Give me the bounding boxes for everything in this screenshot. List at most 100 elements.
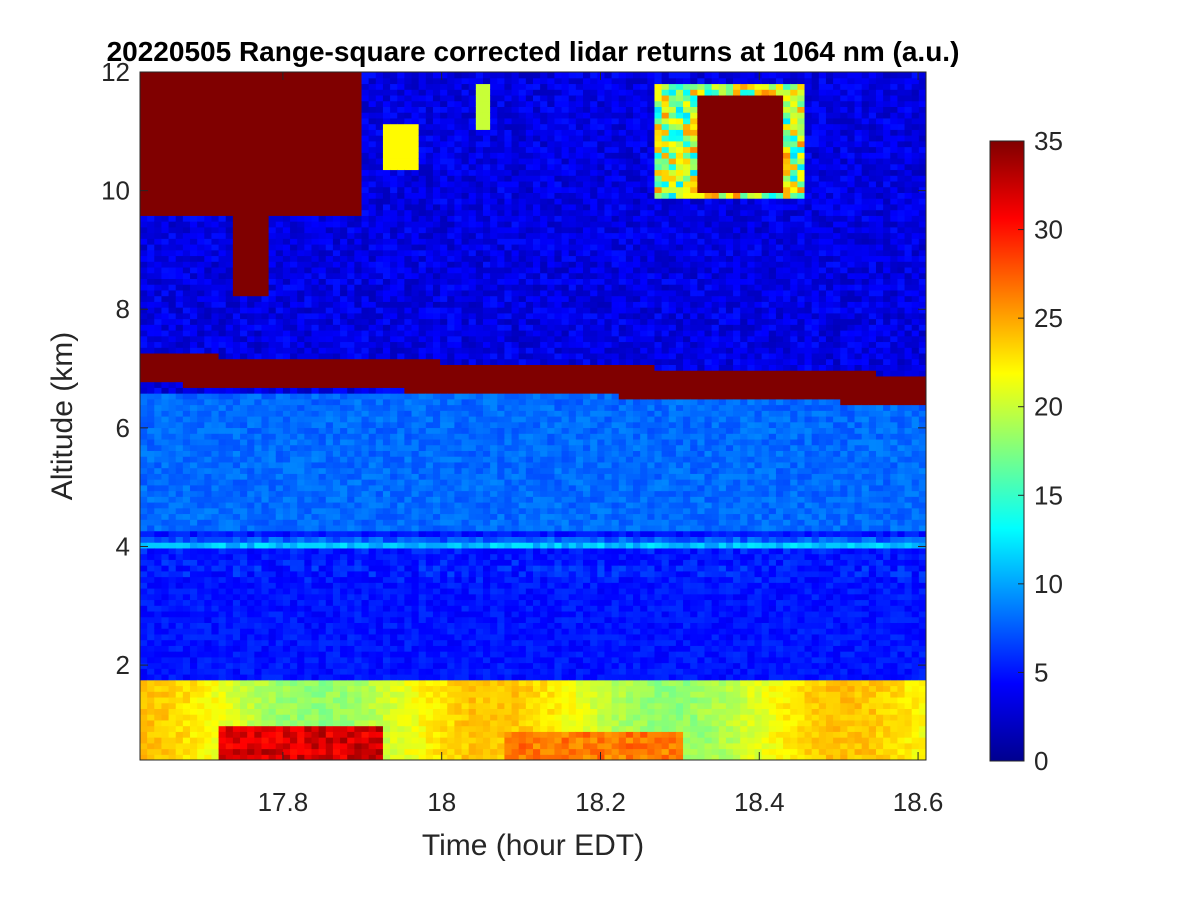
heatmap-cell — [197, 295, 205, 302]
heatmap-cell — [175, 135, 184, 142]
heatmap-cell — [218, 335, 227, 343]
heatmap-cell — [318, 702, 327, 709]
heatmap-cell — [397, 513, 405, 520]
heatmap-cell — [368, 232, 377, 239]
heatmap-cell — [175, 301, 184, 308]
heatmap-cell — [340, 77, 348, 85]
heatmap-cell — [275, 83, 284, 90]
heatmap-cell — [190, 261, 198, 268]
heatmap-cell — [311, 565, 320, 572]
heatmap-cell — [425, 278, 434, 285]
heatmap-cell — [290, 622, 298, 629]
heatmap-cell — [368, 106, 377, 113]
heatmap-cell — [332, 129, 341, 136]
heatmap-cell — [211, 582, 220, 589]
heatmap-cell — [147, 398, 155, 406]
heatmap-cell — [225, 524, 234, 532]
heatmap-cell — [261, 725, 270, 732]
heatmap-cell — [332, 668, 341, 675]
heatmap-cell — [404, 404, 413, 411]
heatmap-cell — [254, 398, 263, 406]
heatmap-cell — [225, 272, 234, 279]
heatmap-cell — [411, 404, 420, 411]
heatmap-cell — [232, 261, 241, 268]
heatmap-cell — [197, 599, 205, 606]
heatmap-cell — [225, 404, 234, 411]
heatmap-cell — [325, 192, 334, 199]
heatmap-cell — [247, 433, 255, 440]
heatmap-cell — [390, 209, 398, 216]
heatmap-cell — [311, 416, 320, 423]
heatmap-cell — [225, 295, 234, 302]
heatmap-cell — [175, 461, 184, 469]
heatmap-cell — [197, 117, 205, 125]
heatmap-cell — [147, 685, 155, 692]
heatmap-cell — [190, 94, 198, 102]
heatmap-cell — [418, 616, 427, 623]
heatmap-cell — [382, 599, 391, 606]
heatmap-cell — [297, 565, 305, 572]
heatmap-cell — [432, 416, 441, 423]
heatmap-cell — [268, 387, 277, 394]
heatmap-cell — [161, 289, 170, 297]
heatmap-cell — [147, 295, 155, 302]
heatmap-cell — [332, 553, 341, 560]
heatmap-cell — [297, 427, 305, 434]
heatmap-cell — [382, 381, 391, 388]
heatmap-cell — [332, 737, 341, 744]
heatmap-cell — [168, 278, 177, 285]
heatmap-cell — [204, 416, 213, 423]
heatmap-cell — [282, 416, 291, 423]
heatmap-cell — [290, 473, 298, 480]
heatmap-cell — [175, 662, 184, 669]
heatmap-cell — [340, 674, 348, 681]
heatmap-cell — [390, 702, 398, 709]
heatmap-cell — [411, 496, 420, 503]
heatmap-cell — [268, 605, 277, 612]
heatmap-cell — [411, 249, 420, 257]
heatmap-cell — [254, 599, 263, 606]
heatmap-cell — [175, 645, 184, 652]
heatmap-cell — [375, 473, 384, 480]
heatmap-cell — [147, 559, 155, 566]
heatmap-cell — [147, 364, 155, 371]
heatmap-cell — [168, 496, 177, 503]
heatmap-cell — [247, 731, 255, 738]
heatmap-cell — [254, 530, 263, 537]
heatmap-cell — [161, 238, 170, 245]
heatmap-cell — [297, 198, 305, 205]
heatmap-cell — [232, 312, 241, 320]
heatmap-cell — [404, 438, 413, 446]
heatmap-cell — [361, 330, 370, 337]
heatmap-cell — [332, 266, 341, 274]
heatmap-cell — [304, 140, 313, 148]
heatmap-cell — [168, 364, 177, 371]
heatmap-cell — [347, 335, 355, 343]
heatmap-cell — [247, 479, 255, 486]
heatmap-cell — [397, 421, 405, 429]
heatmap-cell — [290, 335, 298, 343]
heatmap-cell — [325, 467, 334, 474]
heatmap-cell — [268, 565, 277, 572]
heatmap-cell — [254, 742, 263, 750]
heatmap-cell — [354, 232, 363, 239]
heatmap-cell — [361, 226, 370, 234]
heatmap-cell — [204, 209, 213, 216]
heatmap-cell — [197, 731, 205, 738]
heatmap-cell — [332, 599, 341, 606]
heatmap-cell — [290, 605, 298, 612]
heatmap-cell — [290, 404, 298, 411]
heatmap-cell — [297, 203, 305, 211]
heatmap-cell — [240, 112, 248, 119]
heatmap-cell — [154, 106, 163, 113]
heatmap-cell — [411, 232, 420, 239]
heatmap-cell — [204, 335, 213, 343]
heatmap-cell — [168, 679, 177, 687]
heatmap-cell — [318, 152, 327, 159]
heatmap-cell — [418, 318, 427, 325]
heatmap-cell — [161, 502, 170, 509]
heatmap-cell — [147, 135, 155, 142]
heatmap-cell — [325, 272, 334, 279]
heatmap-cell — [154, 645, 163, 652]
heatmap-cell — [397, 301, 405, 308]
